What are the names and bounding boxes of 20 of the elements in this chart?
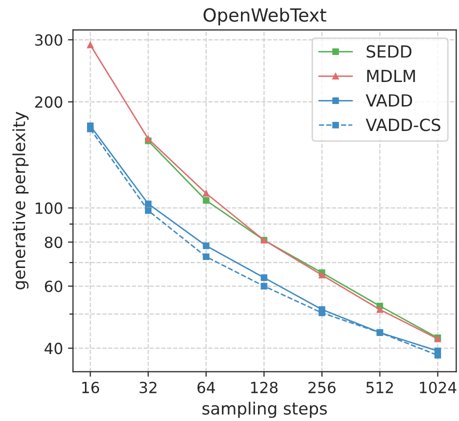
x-tick-label: 1024	[420, 382, 456, 394]
x-tick-label: 32	[140, 382, 156, 394]
x-tick-label: 64	[197, 382, 215, 394]
x-axis-title: sampling steps	[202, 402, 327, 418]
x-tick-label: 128	[251, 382, 278, 394]
y-tick-label: 40	[44, 342, 62, 354]
legend-label: SEDD	[366, 45, 412, 58]
y-tick-label: 80	[44, 236, 62, 248]
y-tick-label: 100	[36, 202, 62, 214]
legend-label: MDLM	[367, 70, 415, 82]
y-tick-label: 300	[35, 34, 62, 46]
x-tick-label: 256	[308, 382, 336, 394]
y-axis-title: generative perplexity	[12, 112, 29, 290]
legend-label: VADD	[366, 94, 412, 106]
y-tick-label: 200	[35, 96, 62, 108]
x-tick-label: 512	[366, 382, 393, 394]
x-tick-label: 16	[82, 382, 100, 394]
chart-title: OpenWebText	[204, 8, 326, 26]
y-tick-label: 60	[44, 280, 62, 292]
legend-label: VADD-CS	[366, 118, 440, 132]
